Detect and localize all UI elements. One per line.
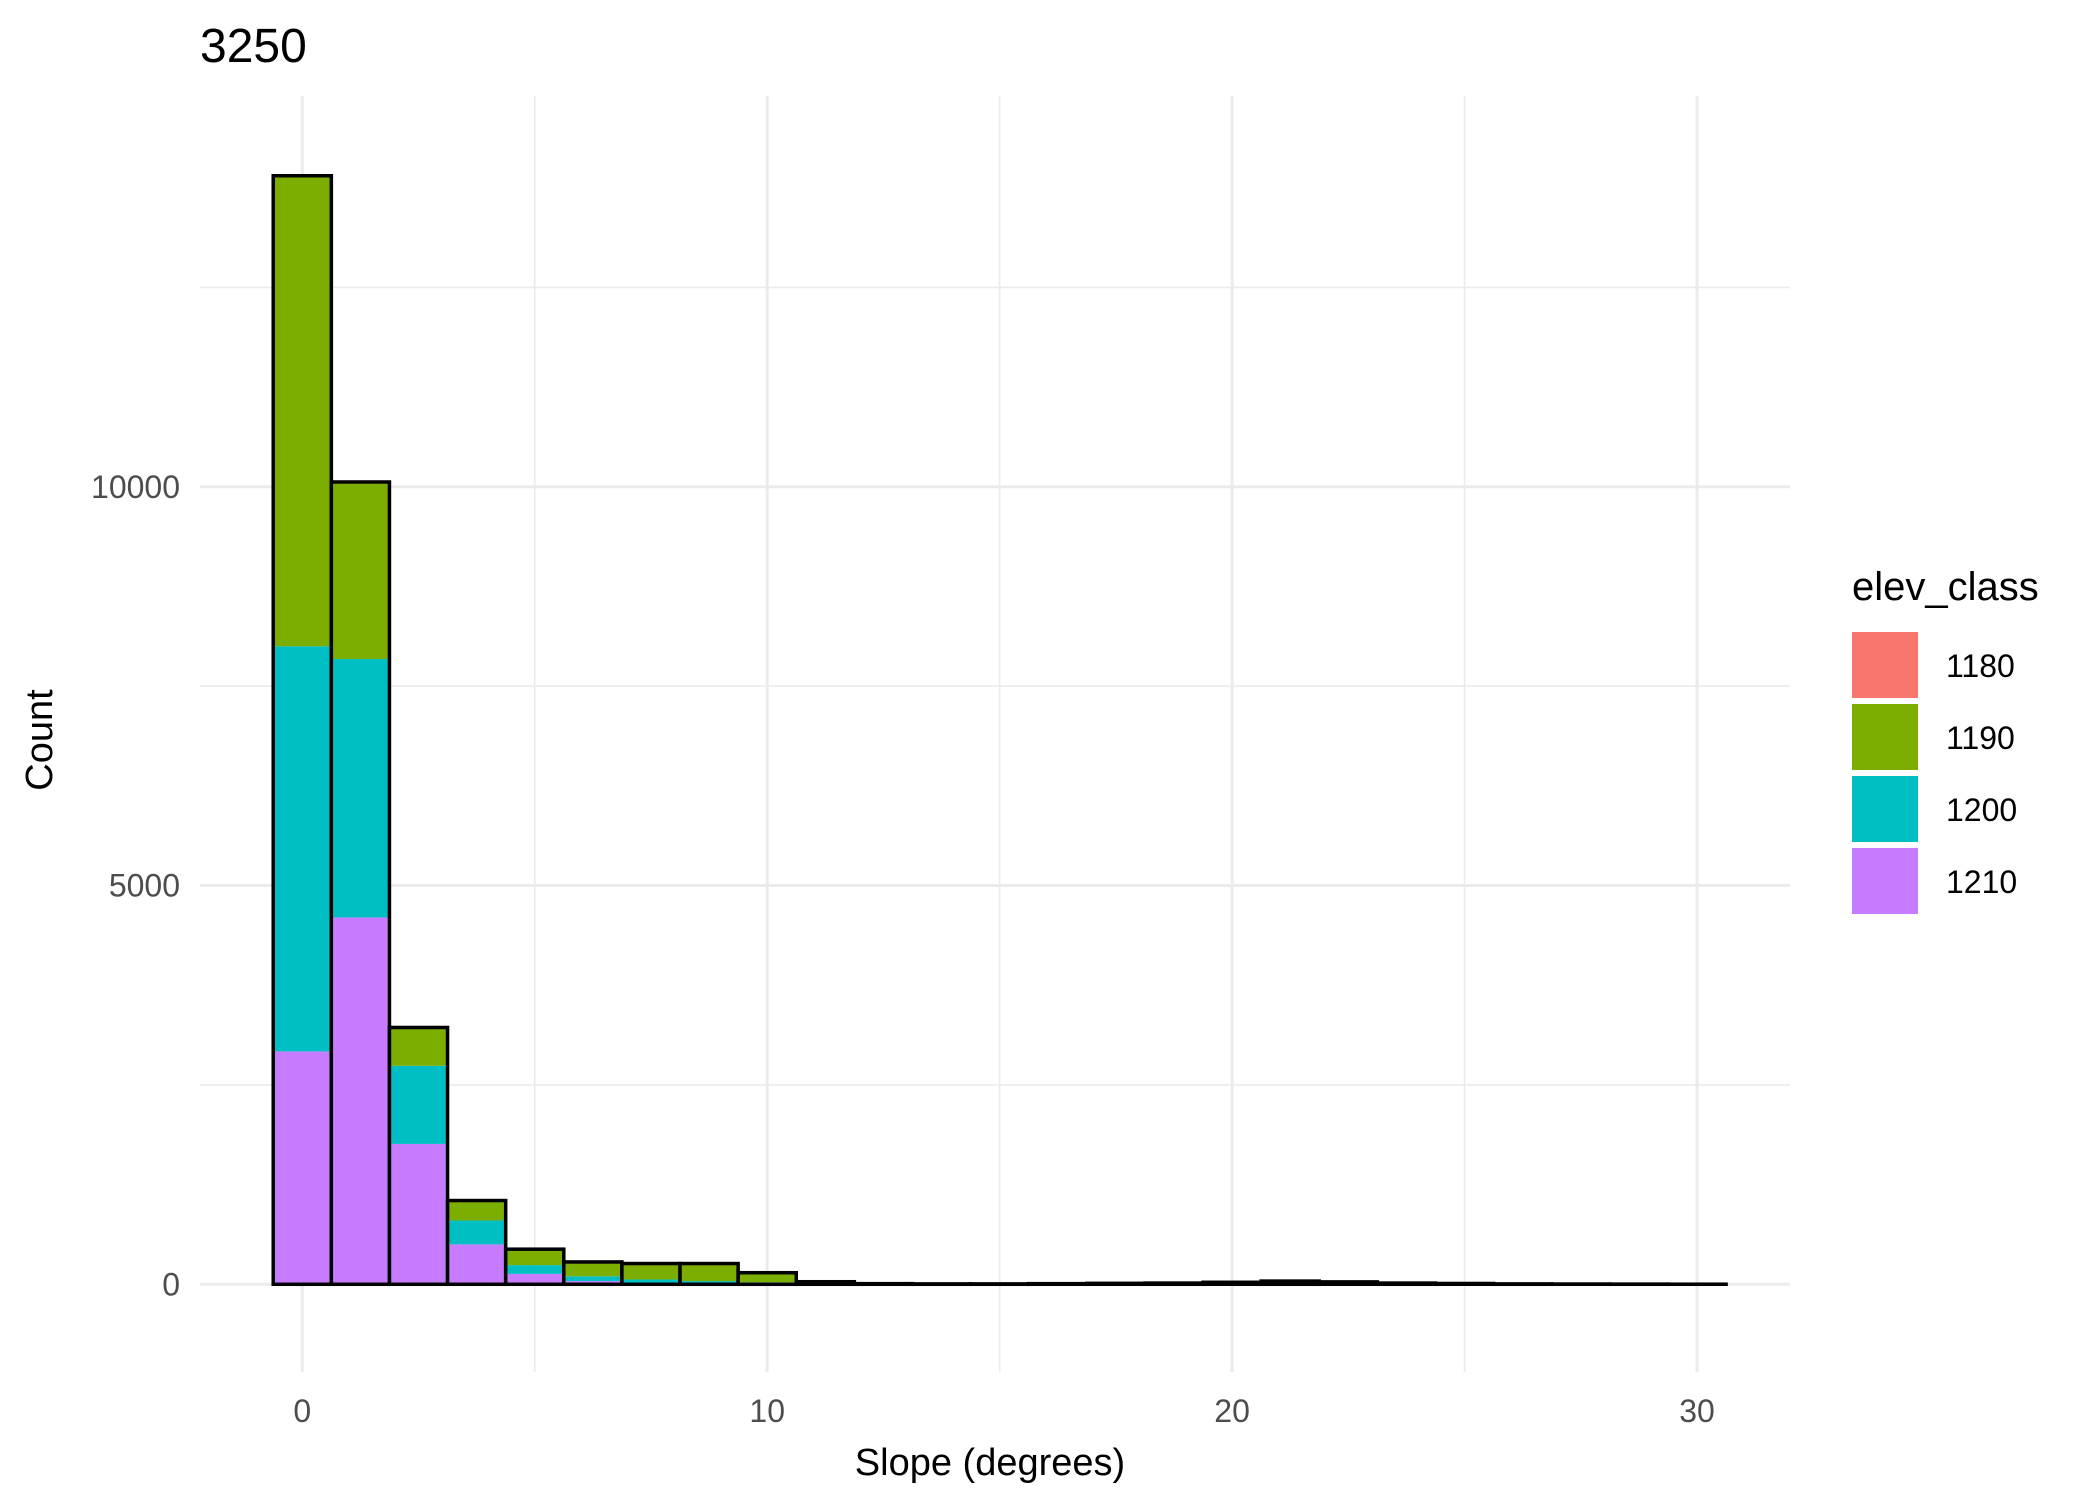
legend-title: elev_class [1852, 565, 2039, 609]
bar-segment-1200 [273, 646, 332, 1052]
legend-key-1190 [1852, 704, 1918, 770]
x-tick-label: 20 [1214, 1393, 1250, 1429]
y-axis-title: Count [19, 689, 61, 791]
bar-segment-1200 [505, 1265, 564, 1274]
bar-segment-1200 [621, 1279, 681, 1283]
bar-segment-1190 [273, 175, 332, 647]
bar-segment-1210 [331, 917, 390, 1285]
legend-key-1180 [1852, 632, 1918, 698]
bar-segment-1190 [563, 1261, 622, 1277]
legend-label-1180: 1180 [1946, 648, 2015, 684]
bin-outline [1317, 1280, 1380, 1287]
bars [271, 174, 1728, 1287]
bar-segment-1190 [447, 1200, 506, 1221]
x-tick-label: 0 [293, 1393, 311, 1429]
bin-outline [1026, 1281, 1089, 1287]
bin-outline [794, 1279, 857, 1287]
y-tick-label: 5000 [109, 868, 180, 904]
bin-outline [1085, 1281, 1147, 1287]
bin-outline [736, 1270, 799, 1287]
bar-segment-1190 [738, 1272, 797, 1283]
x-axis-ticks: 0 10 20 30 [293, 1393, 1714, 1429]
bar-segment-1190 [680, 1263, 739, 1282]
legend-key-1210 [1852, 848, 1918, 914]
y-tick-label: 0 [162, 1266, 180, 1302]
bar-segment-1200 [680, 1281, 739, 1284]
bar-segment-1210 [447, 1244, 506, 1285]
y-tick-label: 10000 [91, 469, 180, 505]
bar-segment-1200 [447, 1220, 506, 1245]
x-tick-label: 10 [749, 1393, 785, 1429]
bin-outline [1433, 1281, 1496, 1287]
bar-segment-1210 [273, 1051, 332, 1285]
chart-title: 3250 [200, 20, 307, 73]
bin-outline [329, 480, 392, 1287]
bar-segment-1200 [331, 659, 390, 918]
bar-segment-1210 [505, 1273, 564, 1285]
legend-label-1210: 1210 [1946, 864, 2017, 900]
bin-outline [1201, 1280, 1263, 1287]
bin-outline [387, 1025, 450, 1287]
bar-segment-1210 [389, 1143, 448, 1285]
legend-label-1200: 1200 [1946, 792, 2017, 828]
grid-lines [200, 96, 1790, 1372]
bar-segment-1190 [505, 1249, 564, 1266]
bin-outline [1259, 1279, 1322, 1287]
bin-outline [445, 1198, 508, 1287]
bar-segment-1190 [389, 1027, 448, 1066]
legend-key-1200 [1852, 776, 1918, 842]
bin-outline [852, 1281, 915, 1287]
bin-outline [1375, 1281, 1438, 1287]
legend-label-1190: 1190 [1946, 720, 2015, 756]
x-axis-title: Slope (degrees) [855, 1442, 1125, 1484]
bar-segment-1200 [563, 1276, 622, 1282]
legend-entries: 1180 1190 1200 1210 [1852, 632, 2017, 914]
bar-segment-1190 [331, 481, 390, 660]
bar-segment-1200 [389, 1065, 448, 1144]
bar-segment-1190 [621, 1263, 681, 1280]
legend: elev_class 1180 1190 1200 1210 [1852, 565, 2039, 914]
x-tick-label: 30 [1679, 1393, 1715, 1429]
y-axis-ticks: 0 5000 10000 [91, 469, 180, 1303]
bin-outline [1143, 1281, 1205, 1287]
